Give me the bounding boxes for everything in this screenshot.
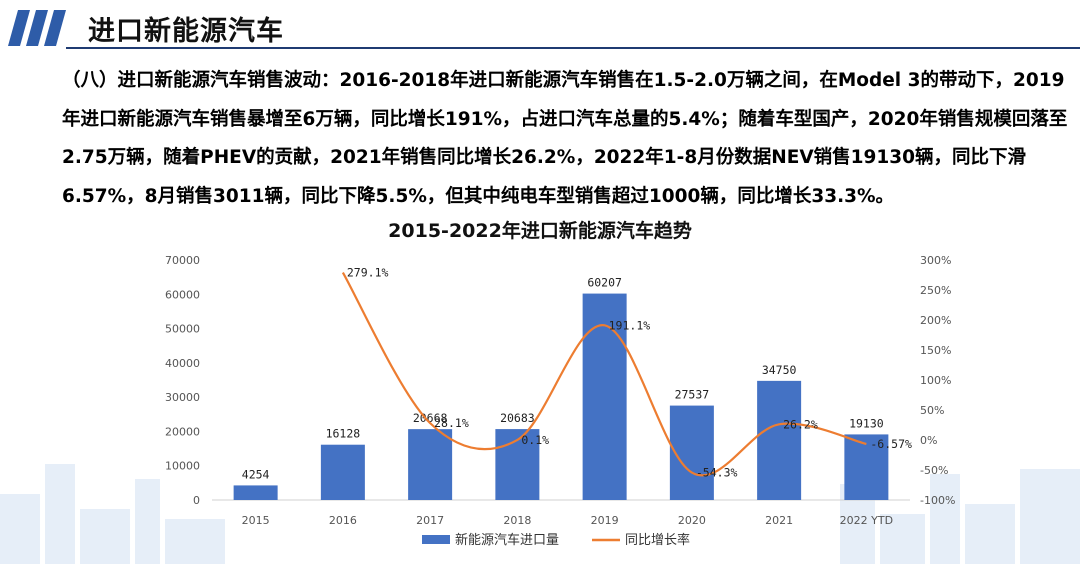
header-stripes-icon <box>8 10 66 46</box>
x-tick-label: 2022 YTD <box>840 514 893 527</box>
y-left-tick-label: 50000 <box>165 323 200 336</box>
x-tick-label: 2017 <box>416 514 444 527</box>
legend-bar-swatch <box>422 535 450 544</box>
line-data-label: 279.1% <box>347 266 389 280</box>
bar-data-label: 16128 <box>326 427 361 441</box>
bar-data-label: 60207 <box>587 276 622 290</box>
bar-data-label: 19130 <box>849 416 884 430</box>
bar <box>844 434 889 500</box>
y-right-tick-label: 200% <box>920 314 951 327</box>
y-left-tick-label: 70000 <box>165 254 200 267</box>
line-data-label: -54.3% <box>696 466 738 480</box>
bar <box>233 485 278 500</box>
legend-line-label: 同比增长率 <box>625 532 690 548</box>
bar-data-label: 34750 <box>762 363 797 377</box>
x-tick-label: 2021 <box>765 514 793 527</box>
bar <box>757 380 802 500</box>
line-data-label: 28.1% <box>434 416 469 430</box>
bar <box>582 293 627 500</box>
bar <box>320 444 365 500</box>
x-tick-label: 2019 <box>591 514 619 527</box>
y-right-tick-label: 250% <box>920 284 951 297</box>
city-skyline-background <box>0 464 1080 564</box>
y-right-tick-label: -100% <box>920 494 955 507</box>
bar-data-label: 20683 <box>500 411 535 425</box>
y-left-tick-label: 40000 <box>165 357 200 370</box>
y-left-tick-label: 20000 <box>165 425 200 438</box>
x-tick-label: 2016 <box>329 514 357 527</box>
slide-header: 进口新能源汽车 <box>0 0 1080 50</box>
slide-title: 进口新能源汽车 <box>88 16 284 47</box>
growth-rate-line <box>341 271 867 477</box>
y-right-tick-label: 50% <box>920 404 944 417</box>
y-right-tick-label: -50% <box>920 464 948 477</box>
bar-data-label: 4254 <box>242 467 270 481</box>
legend-bar-label: 新能源汽车进口量 <box>455 532 559 548</box>
bar <box>669 405 714 500</box>
y-right-tick-label: 0% <box>920 434 937 447</box>
y-right-tick-label: 300% <box>920 254 951 267</box>
y-right-tick-label: 100% <box>920 374 951 387</box>
line-data-label: 0.1% <box>521 433 549 447</box>
y-left-tick-label: 0 <box>193 494 200 507</box>
x-tick-label: 2018 <box>503 514 531 527</box>
line-data-label: -6.57% <box>870 437 912 451</box>
chart-title: 2015-2022年进口新能源汽车趋势 <box>388 220 692 242</box>
y-left-tick-label: 10000 <box>165 460 200 473</box>
x-tick-label: 2020 <box>678 514 706 527</box>
combo-chart: 0 10000 20000 30000 40000 50000 60000 70000 -100… <box>165 254 955 548</box>
x-tick-label: 2015 <box>242 514 270 527</box>
y-right-tick-label: 150% <box>920 344 951 357</box>
line-data-label: 191.1% <box>609 318 651 332</box>
body-paragraph: （八）进口新能源汽车销售波动：2016-2018年进口新能源汽车销售在1.5-2… <box>62 70 1068 207</box>
y-left-tick-label: 60000 <box>165 288 200 301</box>
line-data-label: 26.2% <box>783 417 818 431</box>
header-divider <box>66 47 1080 49</box>
bar <box>408 429 453 500</box>
y-left-tick-label: 30000 <box>165 391 200 404</box>
bar-data-label: 27537 <box>675 388 710 402</box>
